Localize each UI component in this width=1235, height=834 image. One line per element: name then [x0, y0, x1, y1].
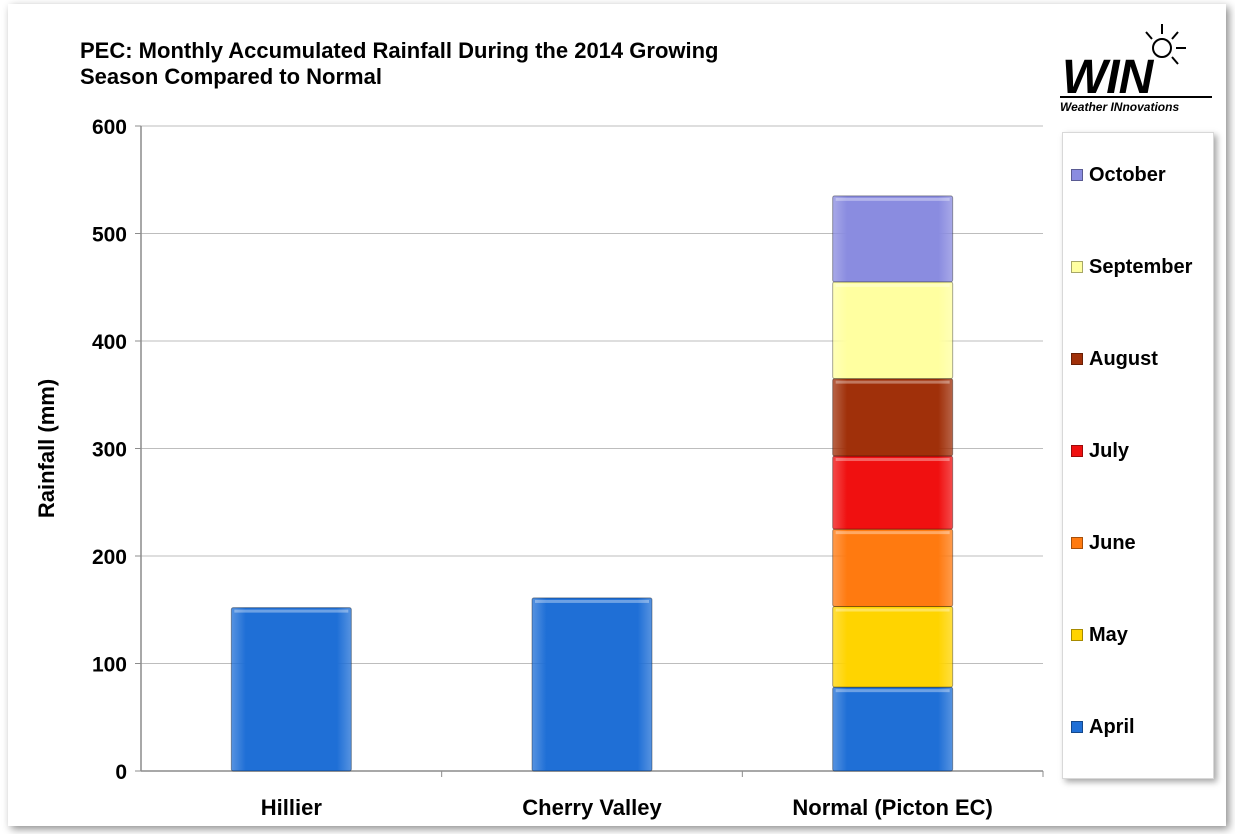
legend-swatch [1071, 261, 1083, 273]
legend-swatch [1071, 169, 1083, 181]
y-tick-label: 600 [92, 116, 127, 139]
bar-normal-picton-ec-july [832, 455, 954, 530]
bar-normal-picton-ec-june [832, 528, 954, 608]
bar-normal-picton-ec-october [832, 195, 954, 283]
legend-item-july: July [1071, 439, 1129, 463]
y-tick-label: 300 [92, 439, 127, 462]
legend-item-april: April [1071, 715, 1135, 739]
logo-text: WIN [1062, 51, 1153, 104]
legend-item-june: June [1071, 531, 1136, 555]
chart-legend: October September August July June May April [1062, 132, 1214, 779]
bar-normal-picton-ec-september [832, 281, 954, 380]
y-tick-label: 200 [92, 546, 127, 569]
bar-normal-picton-ec-may-highlight [835, 608, 950, 612]
sun-icon [1145, 24, 1186, 65]
legend-swatch [1071, 629, 1083, 641]
legend-label: June [1089, 531, 1136, 554]
chart-title: PEC: Monthly Accumulated Rainfall During… [80, 38, 719, 89]
legend-swatch [1071, 537, 1083, 549]
x-category-label: Cherry Valley [522, 795, 662, 820]
logo-subtitle: Weather INnovations [1060, 100, 1180, 114]
legend-item-october: October [1071, 163, 1166, 187]
logo-divider [1060, 96, 1212, 98]
legend-item-august: August [1071, 347, 1158, 371]
bar-normal-picton-ec-april [832, 686, 954, 772]
bar-normal-picton-ec-august [832, 378, 954, 457]
legend-label: April [1089, 715, 1135, 738]
y-axis-label: Rainfall (mm) [34, 379, 59, 518]
legend-label: August [1089, 347, 1158, 370]
legend-label: October [1089, 163, 1166, 186]
legend-label: July [1089, 439, 1130, 462]
legend-swatch [1071, 445, 1083, 457]
bar-hillier-april-highlight [234, 609, 349, 613]
legend-swatch [1071, 353, 1083, 365]
bar-normal-picton-ec-october-highlight [835, 197, 950, 201]
legend-swatch [1071, 721, 1083, 733]
y-tick-label: 400 [92, 331, 127, 354]
legend-label: May [1089, 623, 1128, 646]
x-category-label: Normal (Picton EC) [792, 795, 992, 820]
legend-item-september: September [1071, 255, 1192, 279]
x-category-label: Hillier [261, 795, 323, 820]
bar-hillier-april [230, 607, 352, 772]
bar-normal-picton-ec-july-highlight [835, 458, 950, 462]
bar-cherry-valley-april-highlight [535, 599, 649, 603]
y-tick-label: 500 [92, 224, 127, 247]
win-logo: WIN Weather INnovations [1058, 20, 1218, 120]
legend-item-may: May [1071, 623, 1128, 647]
y-tick-label: 100 [92, 654, 127, 677]
bar-cherry-valley-april [531, 597, 653, 772]
bar-normal-picton-ec-april-highlight [835, 689, 950, 693]
bar-normal-picton-ec-september-highlight [835, 283, 950, 287]
y-tick-label: 0 [115, 761, 127, 784]
bar-normal-picton-ec-june-highlight [835, 531, 950, 535]
bar-normal-picton-ec-august-highlight [835, 380, 950, 384]
legend-label: September [1089, 255, 1193, 278]
bar-normal-picton-ec-may [832, 606, 954, 688]
